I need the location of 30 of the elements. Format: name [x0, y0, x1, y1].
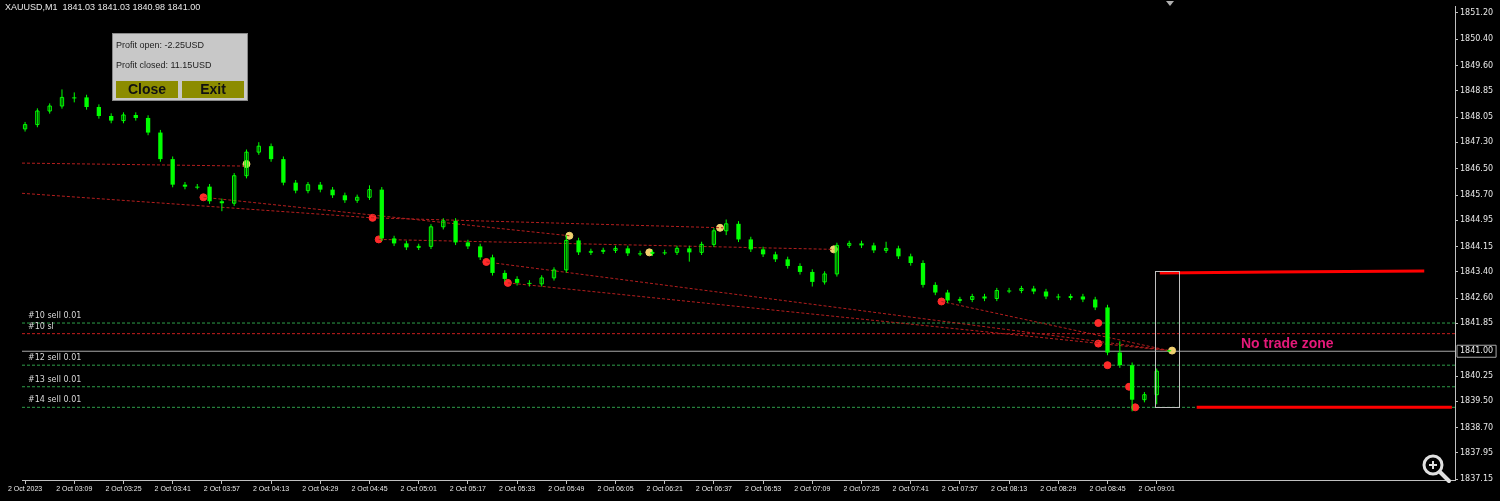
y-tick-label: 1843.40	[1460, 266, 1494, 276]
y-tick-label: 1841.85	[1460, 318, 1494, 328]
y-tick-label: 1849.60	[1460, 60, 1494, 70]
y-tick-label: 1838.70	[1460, 422, 1494, 432]
ref-line-label: #13 sell 0.01	[28, 374, 82, 384]
ref-line-label: #10 sl	[28, 321, 54, 331]
annotation: Profit open: -2.25USD	[116, 40, 205, 50]
y-tick-label: 1837.15	[1460, 474, 1494, 484]
y-tick-label: 1840.25	[1460, 371, 1494, 381]
ref-line-label: #12 sell 0.01	[28, 353, 82, 363]
annotation: Close	[116, 81, 178, 98]
y-tick-label: 1844.15	[1460, 241, 1494, 251]
annotation: Profit closed: 11.15USD	[116, 60, 212, 70]
y-tick-label: 1847.30	[1460, 137, 1494, 147]
ref-line-label: #10 sell 0.01	[28, 311, 82, 321]
y-tick-label: 1842.60	[1460, 293, 1494, 303]
y-tick-label: 1850.40	[1460, 34, 1494, 44]
chart-title: XAUUSD,M1 1841.03 1841.03 1840.98 1841.00	[5, 2, 201, 12]
ref-line-label: #14 sell 0.01	[28, 395, 82, 405]
ref-line-label: 1841.00	[1460, 346, 1494, 356]
y-tick-label: 1844.95	[1460, 215, 1494, 225]
y-tick-label: 1848.85	[1460, 85, 1494, 95]
annotation: No trade zone	[1241, 335, 1334, 351]
y-tick-label: 1846.50	[1460, 163, 1494, 173]
y-tick-label: 1848.05	[1460, 112, 1494, 122]
annotation: Exit	[182, 81, 244, 98]
y-tick-label: 1851.20	[1460, 7, 1494, 17]
y-tick-label: 1845.70	[1460, 190, 1494, 200]
y-tick-label: 1839.50	[1460, 396, 1494, 406]
y-tick-label: 1837.95	[1460, 447, 1494, 457]
